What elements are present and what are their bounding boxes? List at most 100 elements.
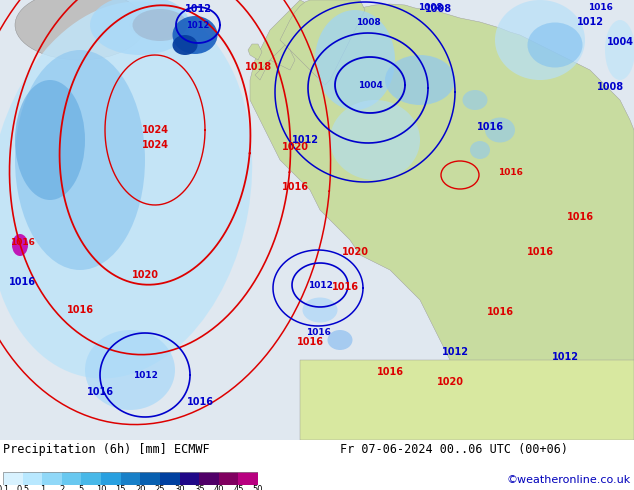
Text: 1016: 1016 xyxy=(186,397,214,407)
Text: 10: 10 xyxy=(96,485,107,490)
Text: 20: 20 xyxy=(135,485,146,490)
Text: 1008: 1008 xyxy=(356,18,380,26)
Text: 1012: 1012 xyxy=(552,352,578,362)
Text: 0.5: 0.5 xyxy=(16,485,29,490)
Text: 1004: 1004 xyxy=(607,37,633,47)
Bar xyxy=(3,472,23,485)
Text: 40: 40 xyxy=(214,485,224,490)
Bar xyxy=(238,472,258,485)
Text: 1020: 1020 xyxy=(281,142,309,152)
Polygon shape xyxy=(255,45,295,80)
Text: 1016: 1016 xyxy=(191,0,219,2)
Text: 1016: 1016 xyxy=(67,305,93,315)
Text: 1016: 1016 xyxy=(567,212,593,222)
Text: 30: 30 xyxy=(174,485,185,490)
Ellipse shape xyxy=(495,0,585,80)
Bar xyxy=(219,472,238,485)
Text: 25: 25 xyxy=(155,485,165,490)
Text: 1018: 1018 xyxy=(245,62,271,72)
Ellipse shape xyxy=(330,100,420,180)
Bar xyxy=(62,472,81,485)
Ellipse shape xyxy=(302,297,337,322)
Text: 1016: 1016 xyxy=(477,122,503,132)
Text: 1020: 1020 xyxy=(131,270,158,280)
Ellipse shape xyxy=(90,0,190,55)
Text: 15: 15 xyxy=(115,485,126,490)
Text: 1008: 1008 xyxy=(597,82,624,92)
Text: 1024: 1024 xyxy=(141,140,169,150)
Ellipse shape xyxy=(172,35,198,55)
Ellipse shape xyxy=(15,50,145,270)
Ellipse shape xyxy=(527,23,583,68)
Ellipse shape xyxy=(462,90,488,110)
Text: 1: 1 xyxy=(39,485,45,490)
Text: 1016: 1016 xyxy=(498,168,522,177)
Text: 1012: 1012 xyxy=(307,280,332,290)
Polygon shape xyxy=(250,0,634,440)
Text: 1012: 1012 xyxy=(186,21,210,29)
Text: 50: 50 xyxy=(253,485,263,490)
Text: 35: 35 xyxy=(194,485,205,490)
Text: 1008: 1008 xyxy=(366,0,394,2)
Ellipse shape xyxy=(0,1,252,378)
Text: 0.1: 0.1 xyxy=(0,485,10,490)
Ellipse shape xyxy=(328,330,353,350)
Ellipse shape xyxy=(315,10,395,110)
Text: 1012: 1012 xyxy=(406,0,434,2)
Text: 1020: 1020 xyxy=(436,377,463,387)
Text: 1016: 1016 xyxy=(306,327,330,337)
Bar xyxy=(81,472,101,485)
Bar xyxy=(120,472,140,485)
Polygon shape xyxy=(280,0,365,85)
Text: 1016: 1016 xyxy=(86,387,113,397)
Polygon shape xyxy=(258,472,268,485)
Ellipse shape xyxy=(85,330,175,410)
Ellipse shape xyxy=(172,16,217,54)
Text: 45: 45 xyxy=(233,485,243,490)
Text: 1008: 1008 xyxy=(67,0,94,2)
Ellipse shape xyxy=(385,55,455,105)
Text: 1016: 1016 xyxy=(10,238,34,247)
Text: 1008: 1008 xyxy=(18,0,46,2)
Text: 2: 2 xyxy=(59,485,65,490)
Text: 1016: 1016 xyxy=(526,247,553,257)
Text: 1016: 1016 xyxy=(281,182,309,192)
Bar xyxy=(199,472,219,485)
Text: 1012: 1012 xyxy=(441,347,469,357)
Ellipse shape xyxy=(605,20,634,80)
Polygon shape xyxy=(248,44,262,60)
Ellipse shape xyxy=(15,0,145,60)
Bar xyxy=(300,360,634,440)
Text: 1020: 1020 xyxy=(446,0,474,2)
Text: 5: 5 xyxy=(79,485,84,490)
Text: 1008: 1008 xyxy=(418,3,443,12)
Text: 1016: 1016 xyxy=(486,307,514,317)
Text: 1016: 1016 xyxy=(377,367,403,377)
Text: Precipitation (6h) [mm] ECMWF: Precipitation (6h) [mm] ECMWF xyxy=(3,443,210,456)
Text: 1008: 1008 xyxy=(547,0,574,2)
Text: 1008: 1008 xyxy=(424,4,451,14)
Text: ©weatheronline.co.uk: ©weatheronline.co.uk xyxy=(507,475,631,485)
Text: 1016: 1016 xyxy=(332,282,358,292)
Text: 1004: 1004 xyxy=(567,0,593,2)
Ellipse shape xyxy=(133,9,188,41)
Text: 1016: 1016 xyxy=(8,277,36,287)
Bar xyxy=(179,472,199,485)
Ellipse shape xyxy=(12,234,28,256)
Text: 1016: 1016 xyxy=(496,0,524,2)
Ellipse shape xyxy=(470,141,490,159)
Text: 1012: 1012 xyxy=(576,17,604,27)
Bar xyxy=(101,472,120,485)
Text: Fr 07-06-2024 00..06 UTC (00+06): Fr 07-06-2024 00..06 UTC (00+06) xyxy=(340,443,568,456)
Text: 1012: 1012 xyxy=(133,370,157,379)
Bar xyxy=(23,472,42,485)
Text: 1016: 1016 xyxy=(588,3,612,12)
Text: 1024: 1024 xyxy=(141,125,169,135)
Ellipse shape xyxy=(130,11,180,39)
Text: 1004: 1004 xyxy=(358,80,382,90)
Ellipse shape xyxy=(485,118,515,143)
Bar xyxy=(42,472,62,485)
Text: 1016: 1016 xyxy=(297,337,323,347)
Text: 1020: 1020 xyxy=(342,247,368,257)
Ellipse shape xyxy=(15,80,85,200)
